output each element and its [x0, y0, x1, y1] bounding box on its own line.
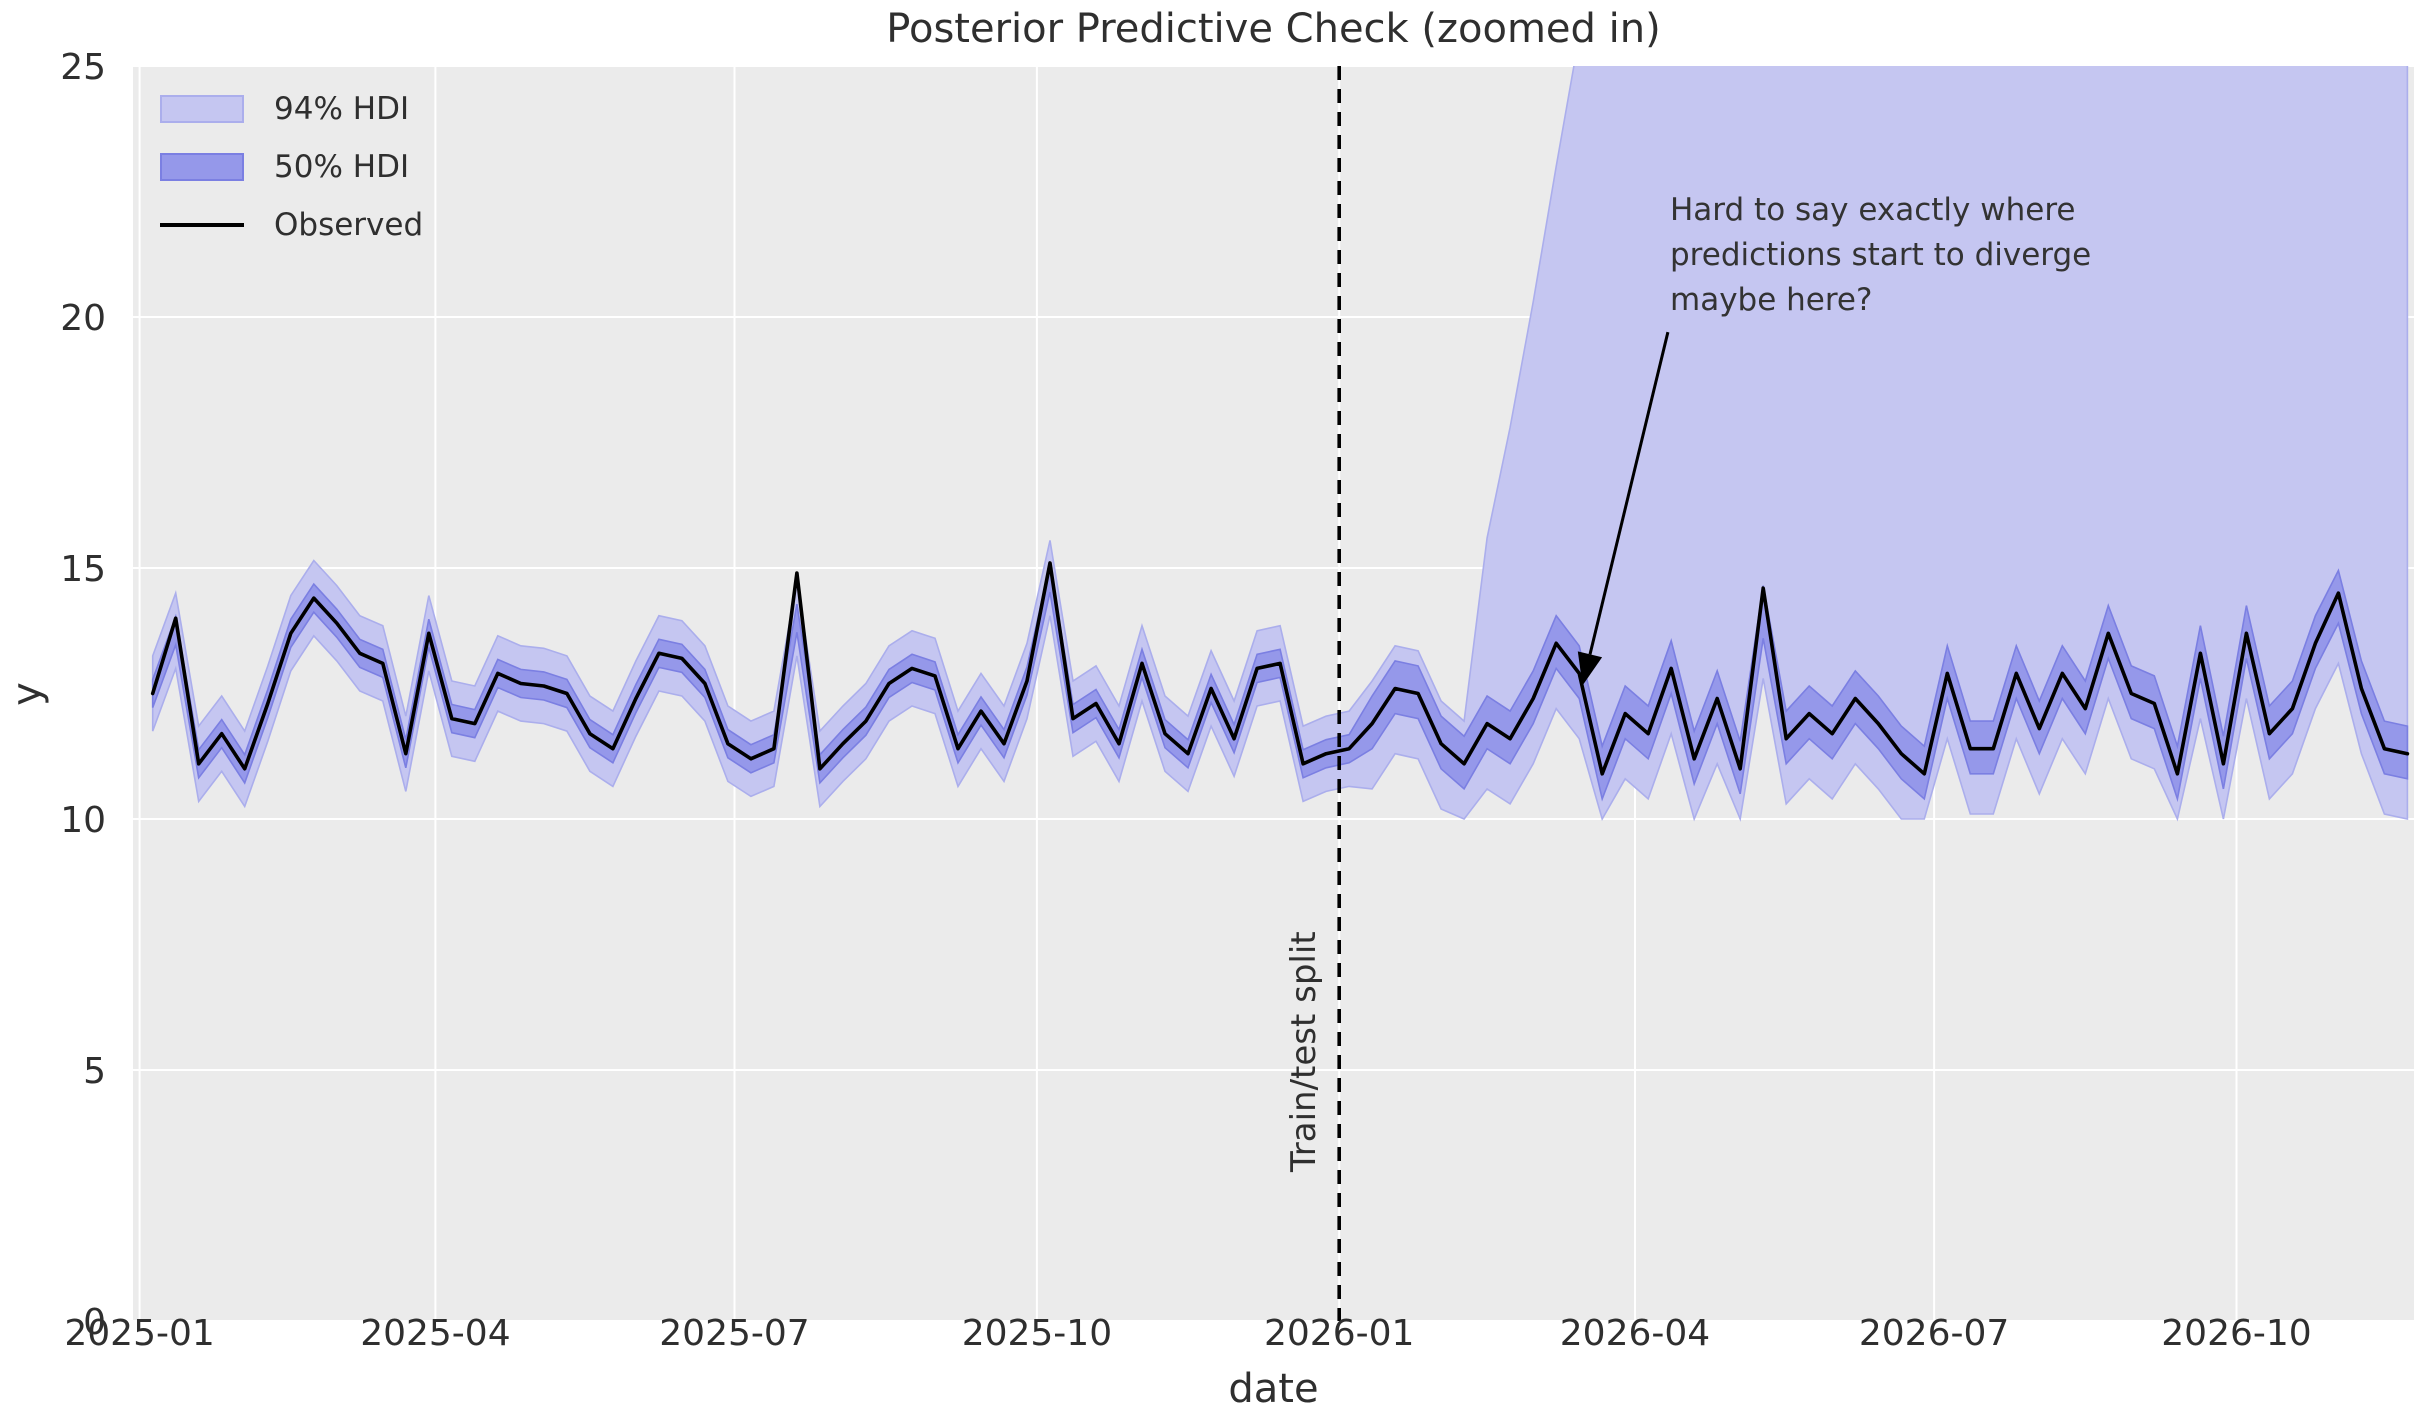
- annotation-text: Hard to say exactly where predictions st…: [1670, 192, 2092, 318]
- legend-item-94-hdi: 94% HDI: [160, 80, 423, 138]
- y-tick-label: 5: [83, 1051, 106, 1092]
- hdi94-band: [151, 66, 2409, 822]
- page-title: Posterior Predictive Check (zoomed in): [886, 6, 1661, 52]
- x-tick-label: 2026-01: [1264, 1313, 1414, 1354]
- hdi94-swatch-icon: [160, 95, 244, 123]
- x-tick-label: 2026-10: [2161, 1313, 2311, 1354]
- x-tick-label: 2025-07: [659, 1313, 809, 1354]
- x-tick-label: 2026-04: [1560, 1313, 1710, 1354]
- legend: 94% HDI 50% HDI Observed: [160, 80, 423, 254]
- x-axis-label: date: [1228, 1366, 1318, 1412]
- y-tick-label: 10: [60, 800, 106, 841]
- hdi50-swatch-icon: [160, 153, 244, 181]
- x-tick-label: 2025-04: [360, 1313, 510, 1354]
- x-tick-label: 2026-07: [1859, 1313, 2009, 1354]
- hdi50-band: [151, 563, 2409, 803]
- train-test-split-label: Train/test split: [1284, 931, 1324, 1172]
- legend-label-50-hdi: 50% HDI: [274, 149, 410, 185]
- y-tick-label: 25: [60, 47, 106, 88]
- x-tick-label: 2025-10: [962, 1313, 1112, 1354]
- y-tick-label: 0: [83, 1302, 106, 1343]
- y-tick-label: 15: [60, 549, 106, 590]
- legend-item-observed: Observed: [160, 196, 423, 254]
- legend-item-50-hdi: 50% HDI: [160, 138, 423, 196]
- annotation-arrowhead-icon: [1577, 651, 1603, 686]
- annotation-arrow: [1588, 331, 1670, 655]
- x-tick-label: 2025-01: [64, 1313, 214, 1354]
- observed-line: [150, 561, 2410, 776]
- legend-label-94-hdi: 94% HDI: [274, 91, 410, 127]
- y-axis-label: y: [4, 682, 50, 706]
- legend-label-observed: Observed: [274, 207, 424, 243]
- y-tick-label: 20: [60, 298, 106, 339]
- observed-line-swatch-icon: [160, 223, 244, 227]
